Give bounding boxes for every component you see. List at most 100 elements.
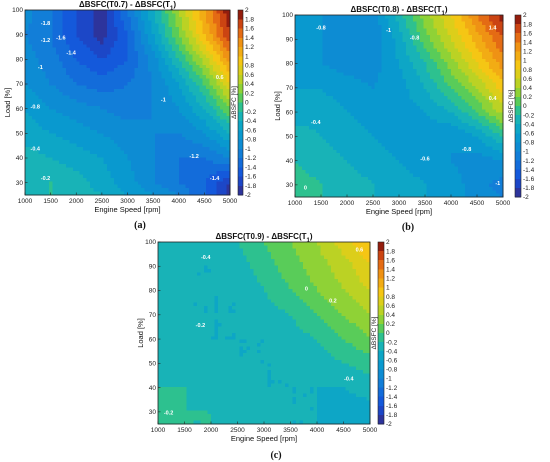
contour-cell [326, 25, 331, 30]
contour-cell [175, 23, 180, 28]
contour-cell [340, 48, 345, 53]
contour-cell [171, 23, 176, 28]
contour-cell [55, 88, 60, 93]
contour-cell [134, 181, 139, 186]
contour-cell [315, 116, 320, 121]
contour-cell [38, 126, 43, 131]
contour-cell [107, 68, 112, 73]
contour-cell [312, 143, 317, 148]
contour-cell [100, 157, 105, 162]
contour-cell [199, 92, 204, 97]
contour-cell [295, 186, 300, 191]
contour-cell [171, 51, 176, 56]
contour-cell [168, 116, 173, 121]
contour-cell [209, 33, 214, 39]
contour-cell [124, 167, 129, 172]
x-tick-label: 4500 [197, 198, 212, 205]
contour-cell [134, 129, 139, 134]
contour-cell [212, 143, 217, 148]
contour-cell [343, 146, 348, 151]
contour-cell [199, 81, 204, 86]
contour-cell [72, 92, 77, 97]
contour-cell [206, 23, 211, 28]
contour-cell [340, 41, 345, 46]
contour-cell [395, 72, 400, 77]
contour-cell [151, 10, 156, 15]
contour-cell [312, 15, 317, 19]
contour-cell [62, 171, 67, 176]
contour-cell [100, 164, 105, 169]
contour-cell [223, 85, 228, 90]
contour-cell [301, 48, 306, 53]
contour-cell [28, 16, 33, 21]
contour-cell [83, 88, 88, 93]
contour-cell [28, 78, 33, 83]
contour-cell [195, 64, 200, 69]
contour-cell [59, 68, 64, 73]
contour-cell [195, 57, 200, 62]
contour-cell [48, 126, 53, 131]
contour-cell [329, 95, 334, 100]
contour-cell [25, 51, 30, 56]
contour-cell [93, 44, 98, 49]
contour-cell [347, 153, 352, 158]
contour-cell [113, 13, 118, 18]
contour-cell [72, 171, 77, 176]
contour-cell [226, 174, 231, 179]
contour-cell [340, 193, 345, 198]
contour-cell [353, 136, 358, 141]
contour-cell [171, 13, 176, 18]
contour-cell [315, 79, 320, 84]
contour-cell [69, 140, 74, 145]
contour-cell [45, 57, 50, 62]
contour-cell [223, 68, 228, 73]
contour-cell [182, 140, 187, 145]
contour-cell [298, 190, 303, 195]
contour-cell [374, 28, 379, 33]
contour-cell [340, 153, 345, 158]
contour-cell [374, 129, 379, 134]
contour-cell [367, 75, 372, 80]
contour-cell [107, 167, 112, 172]
contour-cell [28, 40, 33, 45]
contour-cell [192, 136, 197, 141]
contour-cell [378, 72, 383, 77]
contour-cell [182, 88, 187, 93]
contour-cell [31, 150, 36, 155]
contour-cell [127, 191, 132, 196]
contour-cell [388, 85, 393, 90]
contour-cell [154, 123, 159, 128]
contour-cell [378, 45, 383, 50]
contour-cell [55, 167, 60, 172]
contour-cell [399, 95, 404, 100]
contour-cell [141, 88, 146, 93]
contour-cell [336, 15, 341, 19]
contour-cell [357, 58, 362, 63]
contour-cell [295, 52, 300, 57]
contour-cell [315, 82, 320, 87]
contour-cell [79, 37, 84, 42]
contour-cell [93, 57, 98, 62]
contour-cell [165, 81, 170, 86]
contour-cell [202, 99, 207, 104]
contour-cell [113, 133, 118, 138]
contour-cell [378, 85, 383, 90]
contour-cell [392, 15, 397, 19]
contour-cell [189, 88, 194, 93]
contour-cell [148, 23, 153, 28]
contour-cell [52, 13, 57, 18]
contour-cell [360, 38, 365, 43]
contour-cell [206, 153, 211, 158]
contour-cell [199, 95, 204, 100]
contour-cell [322, 92, 327, 97]
contour-cell [42, 136, 47, 141]
contour-cell [395, 35, 400, 40]
contour-cell [312, 95, 317, 100]
contour-cell [336, 89, 341, 94]
contour-cell [295, 72, 300, 77]
contour-cell [388, 170, 393, 175]
contour-cell [175, 30, 180, 35]
contour-cell [48, 37, 53, 42]
contour-cell [209, 119, 214, 124]
contour-cell [216, 191, 221, 196]
